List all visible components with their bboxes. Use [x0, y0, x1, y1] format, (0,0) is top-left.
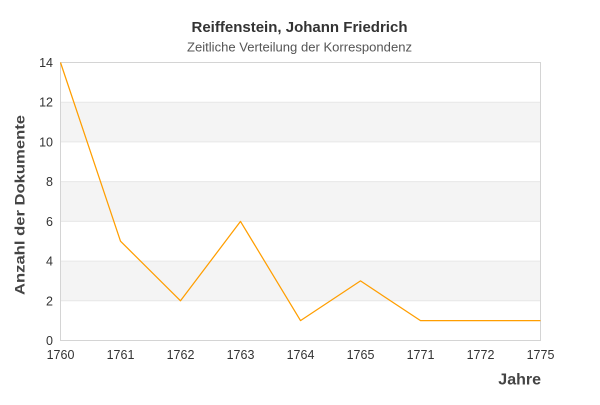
svg-text:14: 14	[39, 56, 53, 70]
svg-text:2: 2	[46, 294, 53, 308]
svg-text:1764: 1764	[287, 348, 315, 362]
svg-text:12: 12	[39, 96, 53, 110]
svg-text:1763: 1763	[227, 348, 255, 362]
svg-text:Reiffenstein, Johann Friedrich: Reiffenstein, Johann Friedrich	[192, 19, 408, 36]
svg-text:4: 4	[46, 255, 53, 269]
svg-text:8: 8	[46, 175, 53, 189]
svg-text:1772: 1772	[467, 348, 495, 362]
svg-text:Anzahl der Dokumente: Anzahl der Dokumente	[12, 115, 28, 295]
svg-text:1771: 1771	[407, 348, 435, 362]
svg-text:1765: 1765	[347, 348, 375, 362]
svg-text:1761: 1761	[107, 348, 135, 362]
svg-text:10: 10	[39, 135, 53, 149]
svg-text:0: 0	[46, 334, 53, 348]
svg-text:1760: 1760	[47, 348, 75, 362]
svg-text:Jahre: Jahre	[498, 372, 541, 389]
svg-text:Zeitliche Verteilung der Korre: Zeitliche Verteilung der Korrespondenz	[187, 40, 412, 55]
svg-text:6: 6	[46, 215, 53, 229]
svg-text:1762: 1762	[167, 348, 195, 362]
svg-text:1775: 1775	[527, 348, 555, 362]
